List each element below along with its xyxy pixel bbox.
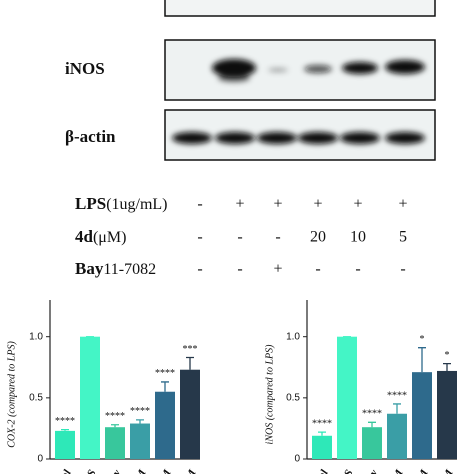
error-bar	[111, 424, 119, 428]
x-tick-label: ol	[59, 467, 74, 474]
x-tick-label: ol	[316, 467, 331, 474]
bar	[55, 430, 75, 459]
x-tick-label: M	[158, 467, 174, 474]
y-tick-label: 1.0	[286, 331, 300, 342]
condition-sign: -	[400, 261, 405, 278]
x-tick-label: PS	[338, 467, 355, 474]
bar	[412, 372, 432, 459]
condition-sign: +	[398, 196, 407, 213]
bar	[362, 427, 382, 459]
error-bar	[61, 428, 69, 431]
condition-sign: -	[355, 261, 360, 278]
condition-unit: 11-7082	[103, 261, 156, 278]
condition-sign: 5	[399, 229, 407, 246]
significance: ****	[130, 406, 150, 417]
condition-name: Bay	[75, 259, 104, 278]
significance: ****	[312, 418, 332, 429]
x-tick-label: M	[183, 467, 199, 474]
condition-sign: -	[315, 261, 320, 278]
condition-sign: -	[237, 229, 242, 246]
bar	[387, 413, 407, 459]
condition-sign: +	[313, 196, 322, 213]
significance: ****	[105, 411, 125, 422]
bar	[437, 370, 457, 459]
blot-bands	[172, 132, 425, 144]
condition-label: LPS(1ug/mL)	[75, 194, 168, 213]
y-tick-label: 0.5	[286, 392, 300, 403]
x-tick-label: M	[390, 467, 406, 474]
condition-sign: +	[273, 196, 282, 213]
significance: ****	[155, 368, 175, 379]
condition-unit: (1ug/mL)	[106, 196, 167, 213]
bar	[80, 336, 100, 459]
y-tick-label: 0	[37, 454, 43, 465]
x-tick-label: M	[133, 467, 149, 474]
x-tick-label: M	[440, 467, 456, 474]
error-bar	[368, 421, 376, 428]
x-tick-label: Bay	[360, 467, 381, 474]
error-bar	[186, 356, 194, 370]
y-tick-label: 1.0	[29, 331, 43, 342]
condition-sign: -	[197, 196, 202, 213]
bar	[155, 391, 175, 459]
significance: *	[445, 350, 450, 361]
condition-name: 4d	[75, 227, 94, 246]
condition-sign: +	[235, 196, 244, 213]
x-tick-label: Bay	[103, 467, 124, 474]
bar	[337, 336, 357, 459]
bar	[312, 435, 332, 459]
significance: *	[420, 334, 425, 345]
condition-sign: 20	[310, 229, 326, 246]
error-bar	[393, 403, 401, 414]
condition-sign: +	[273, 261, 282, 278]
condition-sign: +	[353, 196, 362, 213]
bar	[130, 423, 150, 459]
condition-unit: (μM)	[93, 229, 126, 246]
x-tick-label: M	[415, 467, 431, 474]
bar	[180, 369, 200, 459]
y-tick-label: 0	[294, 454, 300, 465]
condition-label: 4d(μM)	[75, 227, 126, 246]
blot-bands	[212, 59, 425, 82]
condition-sign: -	[197, 261, 202, 278]
condition-sign: -	[275, 229, 280, 246]
x-tick-label: PS	[81, 467, 98, 474]
y-axis-label: COX-2 (compared to LPS)	[6, 341, 17, 448]
condition-sign: -	[237, 261, 242, 278]
band-label: β-actin	[65, 127, 116, 146]
y-axis-label: iNOS (compared to LPS)	[264, 344, 275, 445]
error-bar	[136, 419, 144, 424]
condition-name: LPS	[75, 194, 106, 213]
blot-frame	[164, 0, 436, 17]
y-tick-label: 0.5	[29, 392, 43, 403]
significance: ***	[183, 344, 198, 355]
significance: ****	[387, 390, 407, 401]
significance: ****	[362, 409, 382, 420]
significance: ****	[55, 416, 75, 427]
condition-sign: -	[197, 229, 202, 246]
bar	[105, 427, 125, 459]
error-bar	[161, 381, 169, 392]
condition-label: Bay11-7082	[75, 259, 156, 278]
error-bar	[443, 362, 451, 371]
error-bar	[318, 431, 326, 436]
error-bar	[418, 347, 426, 373]
condition-sign: 10	[350, 229, 366, 246]
band-label: iNOS	[65, 59, 105, 78]
